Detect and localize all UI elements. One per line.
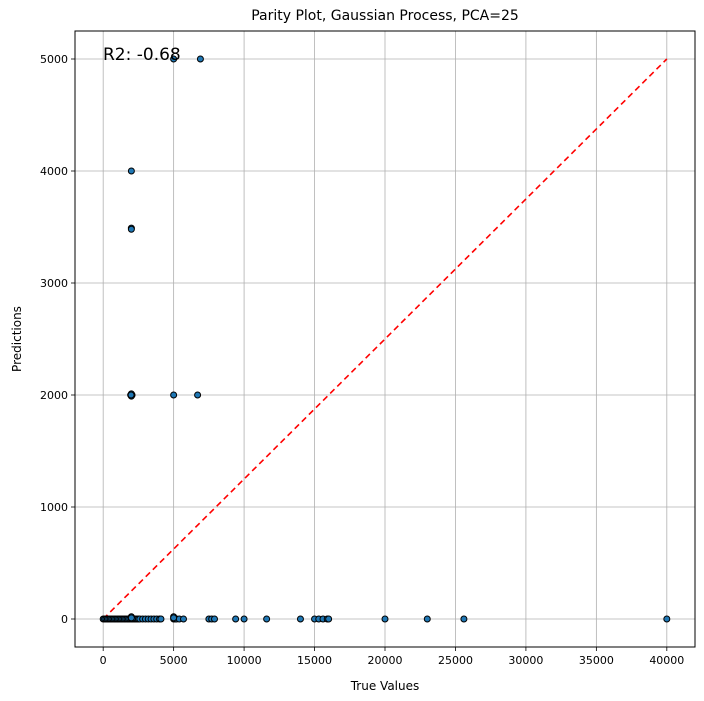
data-point xyxy=(263,615,271,623)
data-point xyxy=(232,615,240,623)
x-axis-label: True Values xyxy=(350,679,420,693)
y-tick-label-0: 0 xyxy=(61,613,68,626)
data-point xyxy=(127,614,135,622)
x-tick-label-4: 20000 xyxy=(368,654,403,667)
reference-line xyxy=(102,58,668,620)
y-tick-label-2: 2000 xyxy=(40,389,68,402)
x-tick-label-8: 40000 xyxy=(649,654,684,667)
parity-line xyxy=(102,58,668,620)
x-tick-label-1: 5000 xyxy=(160,654,188,667)
data-point xyxy=(170,391,178,399)
data-point xyxy=(663,615,671,623)
y-tick-label-3: 3000 xyxy=(40,277,68,290)
x-tick-label-5: 25000 xyxy=(438,654,473,667)
chart-title: Parity Plot, Gaussian Process, PCA=25 xyxy=(251,8,519,24)
data-point xyxy=(460,615,468,623)
y-tick-label-5: 5000 xyxy=(40,53,68,66)
x-tick-label-7: 35000 xyxy=(579,654,614,667)
data-point xyxy=(157,615,165,623)
x-tick-label-3: 15000 xyxy=(297,654,332,667)
data-point xyxy=(127,225,135,233)
x-tick-label-0: 0 xyxy=(100,654,107,667)
data-point xyxy=(170,55,178,63)
y-tick-label-4: 4000 xyxy=(40,165,68,178)
data-point xyxy=(194,391,202,399)
x-axis-ticks: 0 5000 10000 15000 20000 25000 30000 35000 40000 xyxy=(100,647,684,667)
data-point xyxy=(240,615,248,623)
x-tick-label-2: 10000 xyxy=(227,654,262,667)
data-point xyxy=(296,615,304,623)
data-point xyxy=(170,614,178,622)
data-point xyxy=(211,615,218,623)
data-point xyxy=(196,55,204,63)
x-tick-label-6: 30000 xyxy=(508,654,543,667)
grid xyxy=(75,31,695,647)
data-points xyxy=(99,55,671,623)
r2-annotation: R2: -0.68 xyxy=(103,45,181,65)
y-tick-label-1: 1000 xyxy=(40,501,68,514)
data-point xyxy=(180,615,187,623)
y-axis-ticks: 0 1000 2000 3000 4000 5000 xyxy=(40,53,75,626)
data-point xyxy=(127,391,135,399)
y-axis-label: Predictions xyxy=(10,306,24,372)
data-point xyxy=(381,615,389,623)
data-point xyxy=(127,167,135,175)
data-point xyxy=(325,615,333,623)
data-point xyxy=(423,615,431,623)
